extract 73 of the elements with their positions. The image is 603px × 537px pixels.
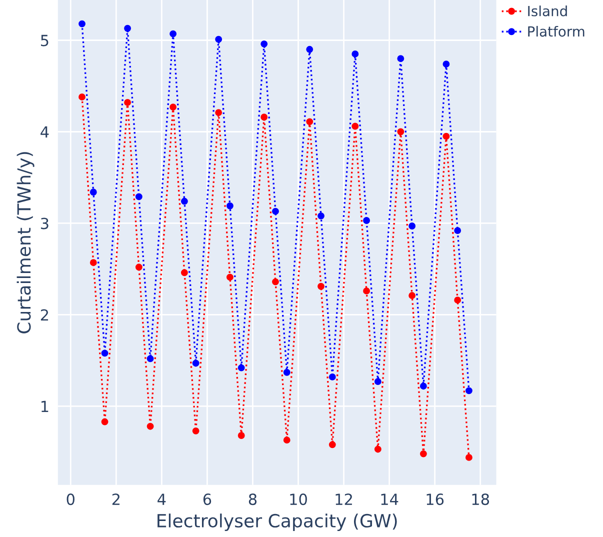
point	[283, 368, 290, 376]
point	[101, 418, 108, 426]
point	[283, 436, 290, 444]
point	[170, 30, 177, 38]
point	[192, 427, 200, 434]
x-tick-label: 10	[290, 494, 307, 506]
x-axis-title: Electrolyser Capacity (GW)	[158, 514, 397, 532]
point	[272, 208, 279, 215]
y-axis-title: Curtailment (TWh/y)	[16, 152, 34, 334]
point	[420, 382, 427, 390]
x-tick-label: 14	[381, 494, 398, 505]
point	[420, 450, 427, 458]
point	[135, 193, 142, 200]
point	[78, 20, 86, 28]
point	[397, 128, 404, 136]
point	[238, 432, 245, 439]
y-tick-label: 3	[41, 218, 48, 230]
point	[226, 274, 234, 281]
point	[363, 287, 370, 294]
point	[101, 350, 108, 357]
point	[78, 94, 86, 100]
x-tick-label: 16	[426, 494, 444, 506]
point	[454, 227, 462, 234]
point	[124, 24, 132, 32]
x-tick-label: 4	[158, 494, 166, 505]
y-tick-label: 1	[42, 400, 48, 412]
point	[465, 387, 472, 394]
point	[363, 217, 370, 224]
point	[465, 454, 472, 461]
point	[260, 114, 268, 121]
point	[374, 378, 382, 385]
legend-label: Island	[528, 6, 567, 16]
point	[90, 259, 97, 266]
point	[124, 99, 132, 106]
point	[318, 282, 324, 290]
point	[238, 364, 245, 372]
point	[408, 222, 416, 230]
x-tick-label: 6	[203, 494, 212, 506]
point	[180, 269, 188, 276]
point	[328, 373, 336, 380]
point	[272, 278, 279, 286]
point	[328, 441, 336, 448]
y-tick-label: 4	[40, 126, 49, 138]
point	[374, 446, 382, 453]
point	[442, 132, 450, 140]
point	[146, 355, 154, 362]
point	[215, 36, 222, 43]
y-tick-label: 2	[40, 309, 48, 321]
point	[352, 122, 359, 130]
x-tick-label: 12	[336, 494, 352, 505]
point	[135, 264, 142, 271]
point	[454, 296, 462, 304]
point	[397, 55, 404, 62]
point	[180, 198, 188, 205]
x-tick-label: 2	[112, 494, 120, 505]
point	[318, 212, 324, 220]
point	[170, 104, 177, 111]
point	[408, 292, 416, 299]
point	[306, 46, 314, 53]
point	[352, 50, 359, 58]
point	[146, 422, 154, 430]
point	[260, 40, 268, 48]
point	[90, 188, 97, 196]
point	[192, 360, 200, 367]
point	[442, 60, 450, 68]
point	[226, 202, 234, 210]
legend-label: Platform	[528, 26, 584, 37]
x-tick-label: 18	[472, 494, 490, 506]
point	[306, 118, 314, 126]
y-tick-label: 5	[41, 34, 48, 46]
point	[215, 109, 222, 116]
x-tick-label: 0	[66, 494, 74, 506]
x-tick-label: 8	[248, 494, 257, 506]
